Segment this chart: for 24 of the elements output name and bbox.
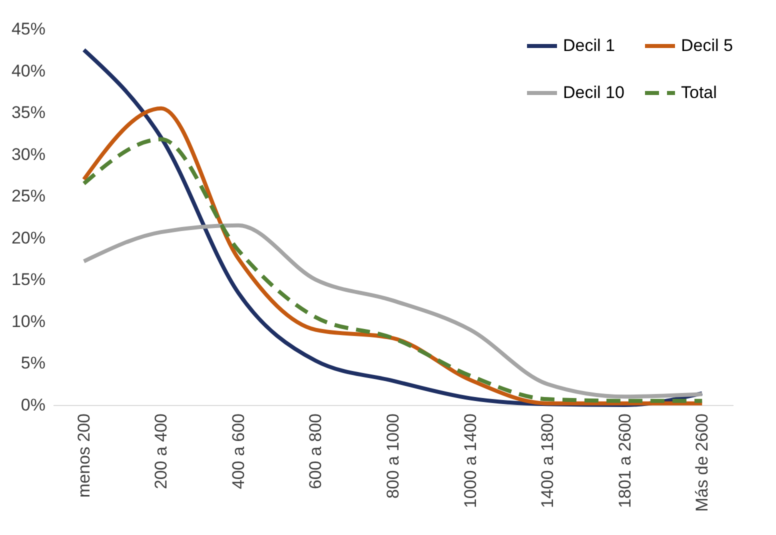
legend-label: Total — [681, 83, 717, 102]
y-tick-label: 25% — [11, 186, 46, 206]
y-tick-label: 45% — [11, 20, 46, 38]
y-tick-label: 40% — [11, 61, 46, 80]
x-tick-label: Más de 2600 — [692, 414, 712, 512]
x-tick-label: 600 a 800 — [306, 414, 326, 490]
y-tick-label: 30% — [11, 144, 46, 164]
x-tick-label: 800 a 1000 — [384, 414, 402, 499]
legend-label: Decil 5 — [681, 36, 733, 55]
x-tick-label: 1400 a 1800 — [538, 414, 558, 508]
y-tick-label: 15% — [11, 270, 46, 290]
y-tick-label: 10% — [11, 312, 46, 331]
x-tick-label: menos 200 — [74, 414, 94, 498]
x-tick-label: 400 a 600 — [228, 414, 248, 490]
x-tick-label: 1801 a 2600 — [615, 414, 634, 508]
y-tick-label: 5% — [20, 354, 46, 373]
y-tick-label: 35% — [11, 103, 46, 122]
y-tick-label: 0% — [20, 396, 46, 414]
x-tick-label: 200 a 400 — [152, 414, 171, 490]
line-series — [82, 223, 704, 399]
y-tick-label: 20% — [11, 228, 46, 248]
legend-label: Decil 1 — [563, 36, 615, 55]
legend-label: Decil 10 — [563, 83, 624, 102]
x-tick-label: 1000 a 1400 — [460, 414, 480, 508]
